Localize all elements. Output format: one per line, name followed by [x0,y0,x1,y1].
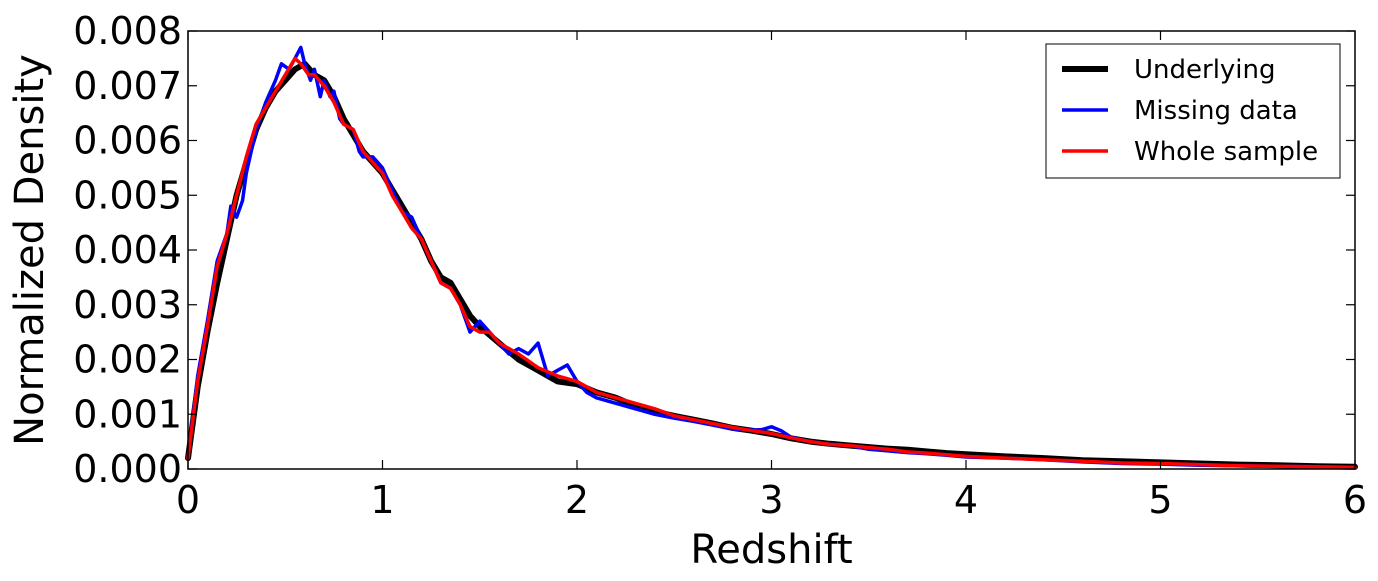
x-tick-label: 0 [176,478,200,522]
series-layer [185,45,1358,470]
y-axis-title: Normalized Density [7,54,53,446]
y-tick-label: 0.007 [73,64,182,108]
x-tick-label: 2 [565,478,589,522]
series-line-underlying [185,60,1358,470]
legend-label: Whole sample [1134,137,1318,167]
x-tick-label: 4 [954,478,978,522]
legend-label: Underlying [1134,55,1276,85]
x-tick-label: 1 [370,478,394,522]
y-tick-label: 0.003 [73,283,182,327]
y-tick-label: 0.004 [73,228,182,272]
ticks-layer: 0 1 2 3 4 5 6 0.000 0.001 0.002 0.003 0.004 0.005 0.0… [73,9,1367,522]
y-tick-label: 0.006 [73,119,182,163]
legend-label: Missing data [1134,96,1298,126]
y-tick-label: 0.008 [73,9,182,53]
y-tick-label: 0.000 [73,447,182,491]
x-tick-label: 5 [1148,478,1172,522]
x-tick-label: 3 [759,478,783,522]
y-tick-label: 0.001 [73,392,182,436]
x-tick-label: 6 [1343,478,1367,522]
y-tick-label: 0.005 [73,173,182,217]
x-axis-title: Redshift [690,527,852,573]
y-tick-label: 0.002 [73,338,182,382]
legend: Underlying Missing data Whole sample [1045,43,1341,179]
series-line-whole-sample [186,56,1357,470]
